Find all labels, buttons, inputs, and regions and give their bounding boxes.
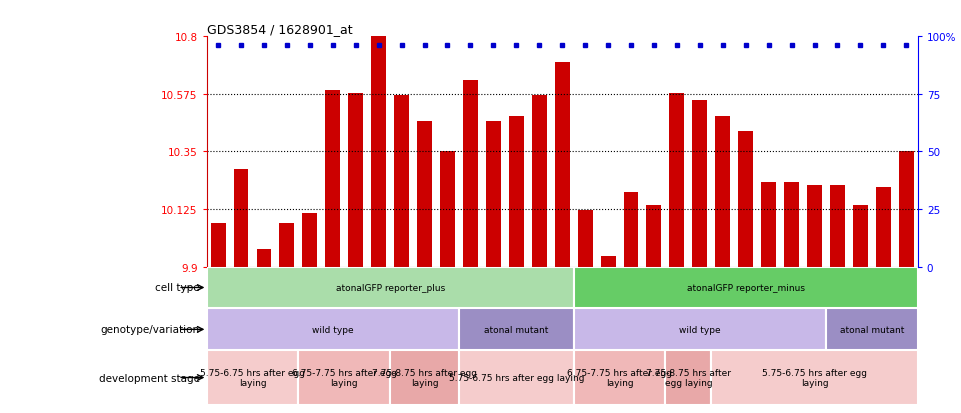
Bar — [509, 116, 524, 267]
Bar — [486, 121, 501, 267]
Bar — [624, 193, 638, 267]
Bar — [207, 351, 298, 405]
Bar — [298, 351, 390, 405]
Bar — [459, 309, 574, 351]
Bar — [899, 152, 914, 267]
Bar — [440, 152, 455, 267]
Text: atonal mutant: atonal mutant — [840, 325, 904, 334]
Text: 5.75-6.75 hrs after egg laying: 5.75-6.75 hrs after egg laying — [449, 373, 584, 382]
Bar — [417, 121, 432, 267]
Bar — [459, 351, 574, 405]
Bar — [647, 206, 661, 267]
Bar — [826, 309, 918, 351]
Bar — [784, 183, 799, 267]
Bar — [665, 351, 711, 405]
Bar — [830, 185, 845, 267]
Bar — [257, 249, 271, 267]
Text: genotype/variation: genotype/variation — [101, 325, 200, 335]
Bar — [207, 267, 574, 309]
Text: development stage: development stage — [99, 373, 200, 382]
Bar — [875, 188, 891, 267]
Text: atonalGFP reporter_minus: atonalGFP reporter_minus — [687, 283, 804, 292]
Bar — [371, 37, 386, 267]
Bar — [692, 101, 707, 267]
Bar — [303, 213, 317, 267]
Bar — [390, 351, 459, 405]
Text: 6.75-7.75 hrs after egg
laying: 6.75-7.75 hrs after egg laying — [567, 368, 672, 387]
Bar — [554, 63, 570, 267]
Bar — [601, 257, 616, 267]
Text: 7.75-8.75 hrs after
egg laying: 7.75-8.75 hrs after egg laying — [646, 368, 731, 387]
Bar — [531, 96, 547, 267]
Bar — [711, 351, 918, 405]
Text: 6.75-7.75 hrs after egg
laying: 6.75-7.75 hrs after egg laying — [292, 368, 397, 387]
Bar — [463, 81, 478, 267]
Bar — [670, 93, 684, 267]
Text: atonalGFP reporter_plus: atonalGFP reporter_plus — [335, 283, 445, 292]
Bar — [326, 91, 340, 267]
Text: atonal mutant: atonal mutant — [484, 325, 549, 334]
Bar — [715, 116, 730, 267]
Bar — [574, 309, 826, 351]
Bar — [761, 183, 776, 267]
Bar — [210, 223, 226, 267]
Bar — [574, 351, 665, 405]
Text: cell type: cell type — [155, 283, 200, 293]
Text: 5.75-6.75 hrs after egg
laying: 5.75-6.75 hrs after egg laying — [762, 368, 867, 387]
Bar — [207, 309, 459, 351]
Text: wild type: wild type — [312, 325, 354, 334]
Bar — [578, 211, 593, 267]
Text: 7.75-8.75 hrs after egg
laying: 7.75-8.75 hrs after egg laying — [372, 368, 477, 387]
Bar — [348, 93, 363, 267]
Bar — [394, 96, 409, 267]
Bar — [807, 185, 822, 267]
Bar — [280, 223, 294, 267]
Text: 5.75-6.75 hrs after egg
laying: 5.75-6.75 hrs after egg laying — [200, 368, 305, 387]
Bar — [738, 132, 753, 267]
Text: GDS3854 / 1628901_at: GDS3854 / 1628901_at — [207, 23, 353, 36]
Bar — [574, 267, 918, 309]
Bar — [234, 170, 249, 267]
Text: wild type: wild type — [679, 325, 721, 334]
Bar — [853, 206, 868, 267]
